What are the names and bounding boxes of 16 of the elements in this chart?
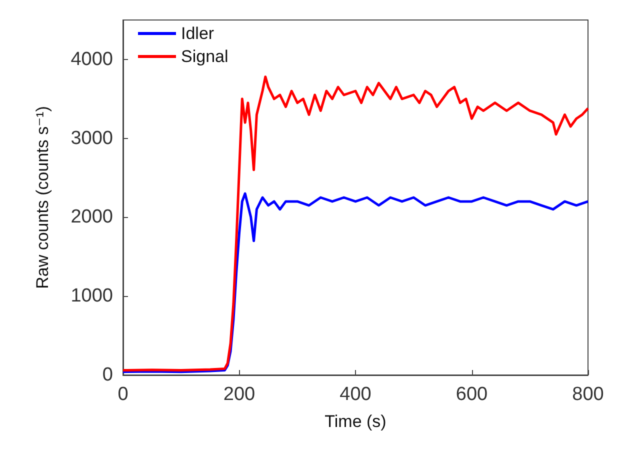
line-series [122,76,590,372]
y-tick-label: 0 [102,364,113,386]
y-axis-title: Raw counts (counts s⁻¹) [33,106,52,289]
y-tick-label: 1000 [70,286,113,307]
y-tick-label: 4000 [70,48,113,70]
y-tick-label: 3000 [70,128,113,149]
y-tick-label: 2000 [70,206,113,228]
x-tick-label: 200 [223,384,256,405]
legend-label: Signal [181,47,228,66]
x-tick-label: 400 [340,384,372,405]
legend-label: Idler [181,24,214,43]
x-tick-label: 0 [118,384,128,405]
x-tick-label: 600 [456,384,488,405]
line-series [122,192,590,374]
x-axis-title: Time (s) [324,412,386,431]
x-tick-label: 800 [572,384,604,405]
